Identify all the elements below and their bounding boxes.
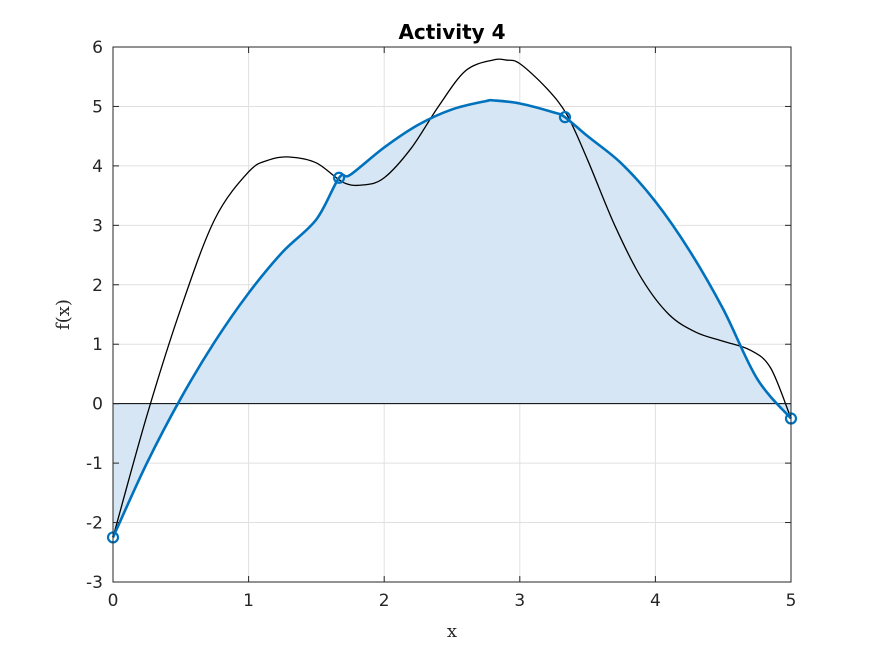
x-tick-label: 2 — [379, 591, 390, 611]
curve-line — [112, 58, 792, 538]
plot-area: 0 1 2 3 4 5 -3 -2 -1 0 1 2 3 4 5 6 — [86, 38, 798, 611]
x-axis-label: x — [447, 621, 457, 642]
ticks: 0 1 2 3 4 5 -3 -2 -1 0 1 2 3 4 5 6 — [86, 38, 796, 611]
x-tick-label: 5 — [786, 591, 797, 611]
x-tick-label: 1 — [243, 591, 254, 611]
x-tick-label: 4 — [650, 591, 661, 611]
y-tick-label: 2 — [92, 276, 103, 296]
y-tick-label: -3 — [86, 573, 103, 593]
y-tick-label: -1 — [86, 454, 103, 474]
y-tick-label: 0 — [92, 395, 103, 415]
chart-title: Activity 4 — [398, 20, 505, 44]
area-under-fit — [113, 100, 791, 538]
x-tick-label: 3 — [514, 591, 525, 611]
data-marker — [332, 171, 346, 184]
y-tick-label: -2 — [86, 514, 103, 534]
axes-box — [112, 46, 792, 583]
y-tick-label: 3 — [92, 216, 103, 236]
data-marker — [558, 111, 572, 124]
y-tick-label: 5 — [92, 97, 103, 117]
fit-line — [111, 98, 792, 538]
y-tick-label: 4 — [92, 157, 103, 177]
y-tick-label: 1 — [92, 335, 103, 355]
x-tick-label: 0 — [108, 591, 119, 611]
y-tick-label: 6 — [92, 38, 103, 58]
y-axis-label: f(x) — [53, 299, 74, 330]
